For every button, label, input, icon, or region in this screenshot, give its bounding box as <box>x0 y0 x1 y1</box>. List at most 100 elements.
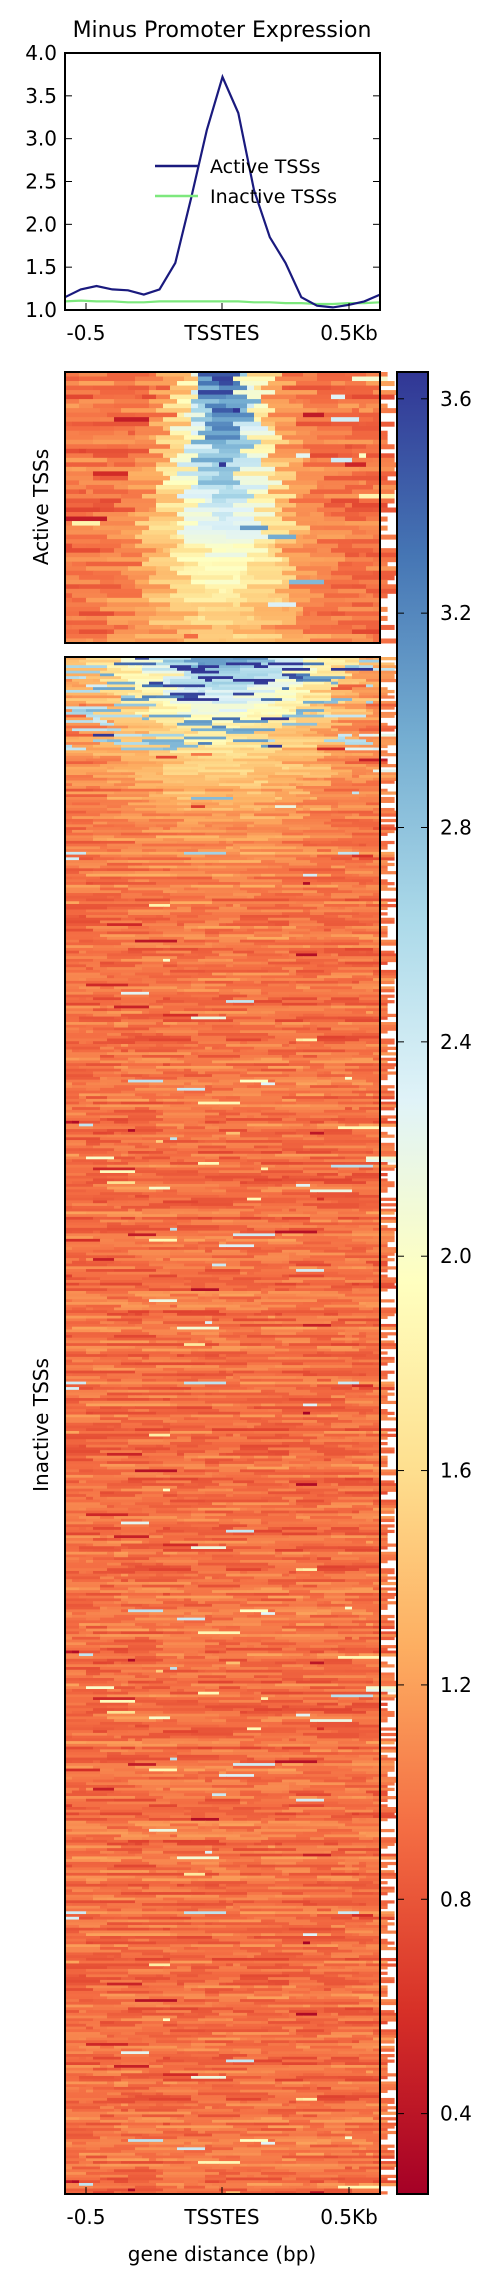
heatmap-cell <box>247 453 269 458</box>
profile-y-tick-label: 4.0 <box>25 41 57 65</box>
heatmap-cell <box>149 386 157 391</box>
heatmap-cell <box>233 620 248 625</box>
heatmap-cell <box>275 422 297 427</box>
heatmap-cell <box>135 440 157 445</box>
heatmap-cell <box>170 548 213 553</box>
heatmap-cell <box>142 566 157 571</box>
heatmap-cell <box>268 602 297 607</box>
heatmap-cell <box>198 453 241 458</box>
heatmap-cell <box>128 476 171 481</box>
heatmap-cell <box>282 598 290 603</box>
heatmap-cell <box>198 571 241 576</box>
heatmap-active: Active TSSs <box>29 372 416 644</box>
heatmap-cell <box>177 494 213 499</box>
heatmap-cell <box>303 494 325 499</box>
heatmap-cell <box>128 575 150 580</box>
heatmap-cell <box>317 435 346 440</box>
heatmap-cell <box>93 512 129 517</box>
heatmap-cell <box>303 399 311 404</box>
heatmap-cell <box>114 526 150 531</box>
heatmap-cell <box>240 431 276 436</box>
heatmap-cell <box>261 386 283 391</box>
heatmap-cell <box>282 607 290 612</box>
heatmap-cell <box>345 535 374 540</box>
heatmap-cell <box>142 467 157 472</box>
heatmap-cell <box>177 557 220 562</box>
heatmap-cell <box>338 589 367 594</box>
heatmap-cell <box>149 616 185 621</box>
heatmap-cell <box>219 589 227 594</box>
heatmap-cell <box>212 526 241 531</box>
heatmap-cell <box>352 530 367 535</box>
heatmap-cell <box>191 417 213 422</box>
heatmap-cell <box>261 530 290 535</box>
heatmap-cell <box>296 494 304 499</box>
heatmap-cell <box>226 498 248 503</box>
heatmap-cell <box>72 598 87 603</box>
heatmap-cell <box>65 377 80 382</box>
heatmap-inactive-cells <box>65 657 416 2195</box>
heatmap-cell <box>310 458 318 463</box>
heatmap-cell <box>79 377 101 382</box>
heatmap-cell <box>79 404 94 409</box>
heatmap-cell <box>114 381 136 386</box>
heatmap-cell <box>282 517 325 522</box>
heatmap-cell <box>261 417 297 422</box>
heatmap-cell <box>163 377 185 382</box>
heatmap-cell <box>198 381 220 386</box>
heatmap-cell <box>149 517 185 522</box>
heatmap-cell <box>359 593 367 598</box>
legend-label-inactive: Inactive TSSs <box>210 186 337 208</box>
heatmap-cell <box>296 476 325 481</box>
heatmap-cell <box>114 422 150 427</box>
heatmap-cell <box>170 431 192 436</box>
heatmap-cell <box>65 381 80 386</box>
heatmap-cell <box>317 535 346 540</box>
heatmap-cell <box>170 593 213 598</box>
heatmap-cell <box>170 602 192 607</box>
heatmap-cell <box>128 566 143 571</box>
heatmap-cell <box>121 584 136 589</box>
heatmap-cell <box>296 512 311 517</box>
heatmap-cell <box>149 602 171 607</box>
heatmap-cell <box>296 417 332 422</box>
heatmap-cell <box>296 431 311 436</box>
heatmap-cell <box>366 593 374 598</box>
heatmap-cell <box>100 562 143 567</box>
heatmap-cell <box>177 462 213 467</box>
heatmap-cell <box>289 485 318 490</box>
heatmap-cell <box>198 395 227 400</box>
heatmap-cell <box>247 571 283 576</box>
heatmap-cell <box>296 620 339 625</box>
heatmap-cell <box>107 616 150 621</box>
heatmap-cell <box>247 598 276 603</box>
heatmap-cell <box>198 607 206 612</box>
heatmap-cell <box>135 508 150 513</box>
heatmap-cell <box>93 503 115 508</box>
heatmap-cell <box>345 553 360 558</box>
heatmap-cell <box>331 611 346 616</box>
heatmap-cell <box>310 512 325 517</box>
heatmap-cell <box>233 422 262 427</box>
heatmap-cell <box>233 575 241 580</box>
heatmap-cell <box>345 557 374 562</box>
heatmap-cell <box>226 589 234 594</box>
heatmap-cell <box>303 444 346 449</box>
heatmap-cell <box>296 503 325 508</box>
heatmap-cell <box>275 444 304 449</box>
heatmap-cell <box>149 580 192 585</box>
heatmap-cell <box>233 634 248 639</box>
heatmap-cell <box>163 625 171 630</box>
heatmap-cell <box>65 503 94 508</box>
heatmap-cell <box>177 471 220 476</box>
heatmap-cell <box>121 539 143 544</box>
heatmap-cell <box>212 512 234 517</box>
heatmap-cell <box>338 562 353 567</box>
heatmap-cell <box>261 539 276 544</box>
heatmap-cell <box>366 404 388 409</box>
heatmap-cell <box>114 485 129 490</box>
heatmap-cell <box>331 498 360 503</box>
heatmap-cell <box>142 395 157 400</box>
heatmap-cell <box>359 453 367 458</box>
heatmap-cell <box>163 404 192 409</box>
